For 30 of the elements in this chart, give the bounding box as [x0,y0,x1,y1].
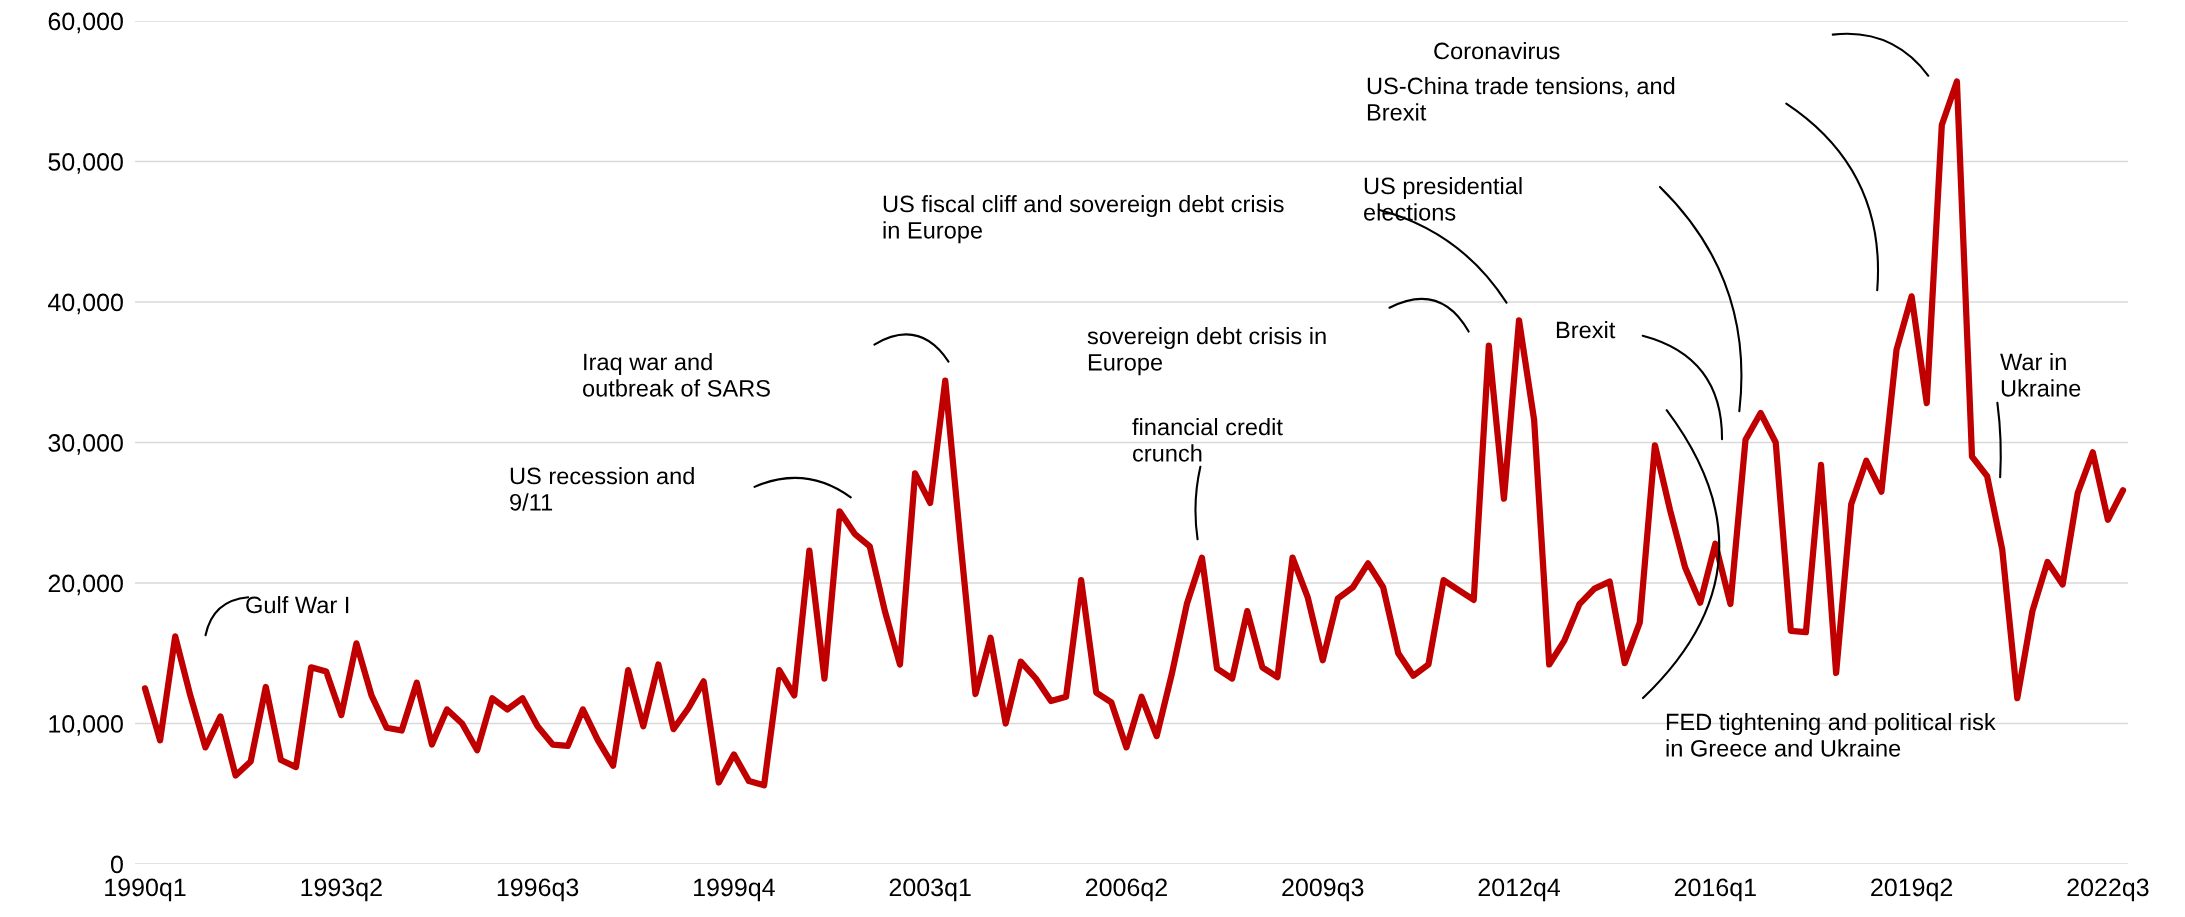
annotation: US presidential elections [1364,177,1522,221]
annotation: Brexit [1556,321,1616,339]
annotation: US fiscal cliff and sovereign debt crisis in Europe [883,195,1284,244]
x-tick-label: 2009q3 [1282,878,1364,902]
y-tick-label: 20,000 [48,574,123,596]
annotation: financial credit crunch [1132,418,1283,462]
y-tick-label: 60,000 [48,12,123,34]
y-tick-label: 50,000 [48,153,123,174]
x-tick-label: 1999q4 [694,878,775,902]
x-tick-label: 1990q1 [105,878,186,902]
annotation: sovereign debt crisis in Europe [1087,327,1326,376]
annotation: Iraq war and outbreak of SARS [582,353,770,397]
y-tick-label: 30,000 [48,434,123,455]
x-tick-label: 1993q2 [301,878,382,902]
x-tick-label: 2006q2 [1086,878,1167,902]
annotation: FED tightening and political risk in Greece and Ukraine [1666,713,1996,757]
x-tick-label: 2016q1 [1674,878,1756,902]
annotation: Gulf War I [246,596,349,614]
x-tick-label: 2012q4 [1478,878,1561,902]
y-tick-label: 10,000 [49,715,123,736]
y-tick-label: 0 [110,855,123,874]
x-tick-label: 2019q2 [1871,878,1953,902]
x-tick-label: 2003q1 [889,878,971,902]
annotation: War in Ukraine [2000,353,2081,397]
y-tick-label: 40,000 [48,293,123,315]
x-tick-label: 1996q3 [497,878,579,902]
x-tick-label: 2022q3 [2067,878,2149,902]
annotation: Coronavirus [1434,42,1560,60]
annotation: US-China trade tensions, and Brexit [1367,77,1675,121]
annotation: US recession and 9/11 [510,467,694,511]
